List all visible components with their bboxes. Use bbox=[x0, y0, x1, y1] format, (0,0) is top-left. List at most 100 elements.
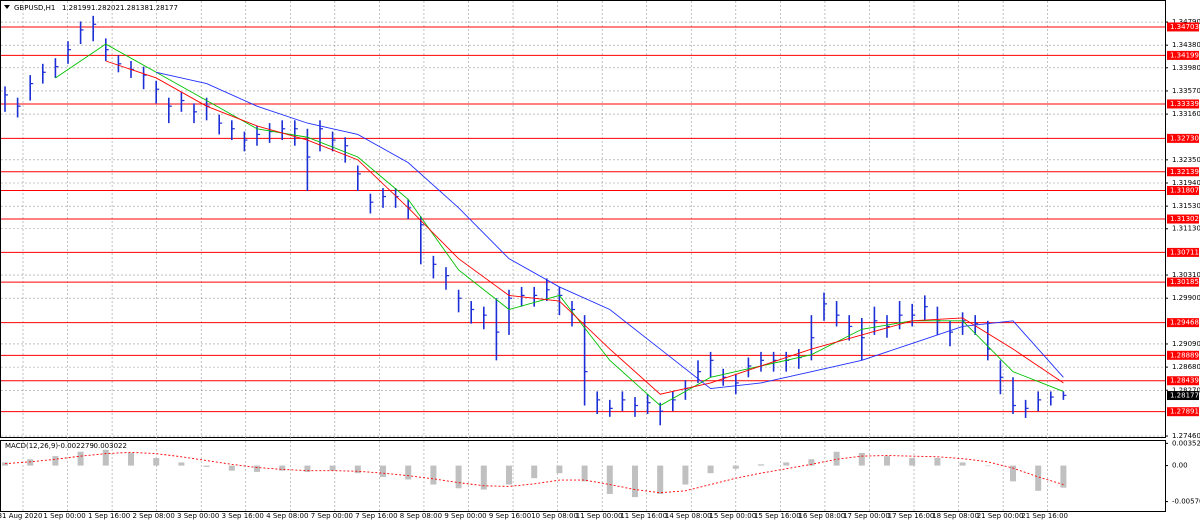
level-tag bbox=[1167, 186, 1199, 196]
level-tag bbox=[1167, 376, 1199, 386]
macd-bar bbox=[27, 459, 34, 466]
y-tick-label: 1.31940 bbox=[1172, 179, 1200, 187]
y-tick-label: 1.34790 bbox=[1172, 18, 1200, 26]
macd-bar bbox=[380, 465, 386, 477]
macd-bar bbox=[128, 452, 134, 466]
macd-bar bbox=[178, 462, 185, 466]
macd-bar bbox=[329, 465, 336, 471]
y-tick-label: 1.34380 bbox=[1172, 41, 1200, 49]
y-tick-label: 1.31130 bbox=[1172, 225, 1200, 233]
macd-y-tick-label: -0.005707 bbox=[1172, 498, 1200, 506]
macd-bar bbox=[52, 456, 59, 466]
x-tick-label: 15 Sep 00:00 bbox=[709, 512, 756, 520]
y-tick-label: 1.29090 bbox=[1172, 340, 1200, 348]
macd-bar bbox=[858, 452, 865, 466]
x-tick-label: 17 Sep 16:00 bbox=[888, 512, 935, 520]
level-tag bbox=[1167, 214, 1199, 224]
x-tick-label: 10 Sep 08:00 bbox=[531, 512, 578, 520]
macd-readout: -0.003022 bbox=[91, 442, 127, 450]
x-tick-label: 9 Sep 00:00 bbox=[444, 512, 486, 520]
quote-value: 1.28202 bbox=[91, 4, 120, 12]
x-tick-label: 17 Sep 00:00 bbox=[843, 512, 890, 520]
macd-bar bbox=[455, 465, 462, 489]
macd-bar bbox=[833, 451, 840, 466]
x-tick-label: 11 Sep 16:00 bbox=[620, 512, 667, 520]
level-tag bbox=[1167, 350, 1199, 360]
level-label: 1.27891 bbox=[1170, 408, 1199, 416]
moving-average bbox=[55, 43, 1064, 407]
level-label: 1.31302 bbox=[1170, 215, 1199, 223]
level-label: 1.32730 bbox=[1170, 134, 1199, 142]
x-tick-label: 15 Sep 16:00 bbox=[754, 512, 801, 520]
macd-bar bbox=[304, 465, 311, 472]
x-tick-label: 7 Sep 00:00 bbox=[311, 512, 353, 520]
x-tick-label: 8 Sep 08:00 bbox=[400, 512, 442, 520]
macd-bar bbox=[279, 465, 286, 471]
macd-bar bbox=[682, 465, 689, 485]
level-label: 1.30185 bbox=[1170, 278, 1199, 286]
x-tick-label: 21 Sep 00:00 bbox=[977, 512, 1024, 520]
level-label: 1.34199 bbox=[1170, 51, 1199, 59]
chart-title: GBPUSD,H1 bbox=[14, 4, 55, 12]
x-tick-label: 3 Sep 00:00 bbox=[177, 512, 219, 520]
x-tick-label: 14 Sep 08:00 bbox=[665, 512, 712, 520]
macd-bar bbox=[783, 462, 790, 466]
y-tick-label: 1.30310 bbox=[1172, 271, 1200, 279]
current-price-tag bbox=[1167, 391, 1199, 401]
level-tag bbox=[1167, 318, 1199, 328]
macd-bar bbox=[808, 459, 815, 466]
macd-bar bbox=[77, 451, 84, 466]
macd-bar bbox=[758, 464, 764, 466]
x-tick-label: 16 Sep 08:00 bbox=[799, 512, 846, 520]
macd-y-tick-label: 0.003527 bbox=[1172, 439, 1200, 447]
level-label: 1.30711 bbox=[1170, 248, 1199, 256]
macd-bar bbox=[531, 465, 538, 479]
macd-bar bbox=[1060, 465, 1067, 488]
y-tick-label: 1.28680 bbox=[1172, 363, 1200, 371]
macd-bar bbox=[1035, 465, 1042, 491]
level-tag bbox=[1167, 167, 1199, 177]
level-tag bbox=[1167, 50, 1199, 60]
y-tick-label: 1.29900 bbox=[1172, 294, 1200, 302]
y-tick-label: 1.31530 bbox=[1172, 202, 1200, 210]
macd-bar bbox=[632, 465, 638, 498]
x-tick-label: 1 Sep 00:00 bbox=[43, 512, 85, 520]
y-tick-label: 1.33570 bbox=[1172, 87, 1200, 95]
macd-bar bbox=[959, 462, 966, 466]
macd-bar bbox=[102, 449, 109, 466]
x-tick-label: 7 Sep 16:00 bbox=[355, 512, 397, 520]
x-tick-label: 31 Aug 2020 bbox=[0, 512, 42, 520]
level-label: 1.32139 bbox=[1170, 168, 1199, 176]
y-tick-label: 1.32350 bbox=[1172, 156, 1200, 164]
quote-value: 1.28138 bbox=[120, 4, 149, 12]
y-tick-label: 1.33980 bbox=[1172, 64, 1200, 72]
level-label: 1.34703 bbox=[1170, 23, 1199, 31]
x-tick-label: 4 Sep 08:00 bbox=[266, 512, 308, 520]
macd-bar bbox=[2, 462, 8, 466]
macd-bar bbox=[934, 458, 941, 466]
macd-title: MACD(12,26,9) bbox=[5, 442, 58, 450]
macd-signal bbox=[4, 451, 1064, 494]
macd-bar bbox=[405, 465, 412, 480]
x-tick-label: 1 Sep 16:00 bbox=[88, 512, 130, 520]
y-tick-label: 1.27460 bbox=[1172, 432, 1200, 440]
macd-bar bbox=[228, 465, 235, 471]
macd-bar bbox=[707, 465, 714, 474]
macd-bar bbox=[606, 465, 613, 494]
menu-arrow[interactable] bbox=[4, 5, 10, 9]
level-label: 1.31807 bbox=[1170, 187, 1199, 195]
macd-bar bbox=[909, 458, 916, 466]
level-tag bbox=[1167, 277, 1199, 287]
level-tag bbox=[1167, 407, 1199, 417]
level-tag bbox=[1167, 133, 1199, 143]
macd-bar bbox=[657, 465, 664, 494]
x-tick-label: 11 Sep 00:00 bbox=[576, 512, 623, 520]
y-tick-label: 1.28270 bbox=[1172, 386, 1200, 394]
macd-bar bbox=[506, 465, 512, 485]
level-label: 1.28889 bbox=[1170, 351, 1199, 359]
macd-bar bbox=[254, 465, 260, 472]
macd-bar bbox=[480, 465, 487, 490]
macd-bar bbox=[354, 465, 361, 474]
macd-bar bbox=[1010, 465, 1016, 482]
